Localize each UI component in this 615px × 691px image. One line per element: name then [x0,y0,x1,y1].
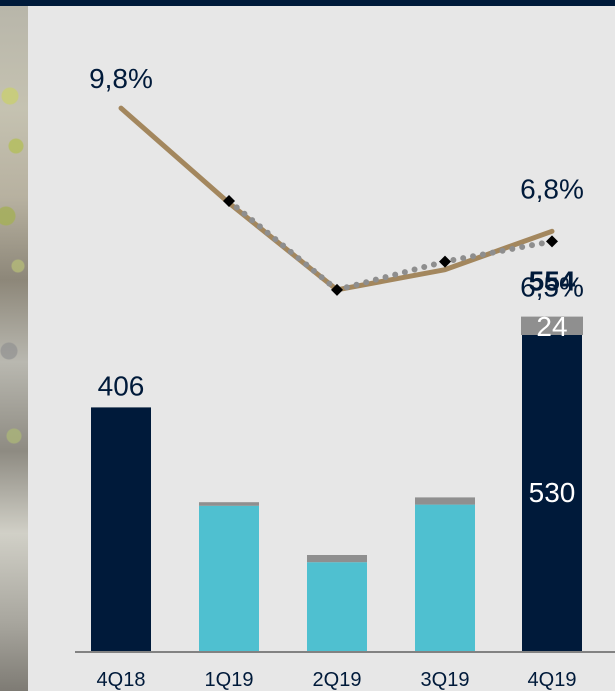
total-label-4q19: 554 [529,266,576,297]
line-label-4q19-1: 6,8% [520,173,584,204]
bar-3q19-1 [415,504,475,651]
series-line-dotted [226,198,555,293]
x-tick-label-2q19: 2Q19 [313,669,362,691]
bar-1q19-1 [199,505,259,651]
line-marker-4q19 [546,235,558,248]
series-line-solid [118,105,555,293]
left-photo-strip [0,6,28,691]
line-marker-1q19 [223,195,235,208]
component-label-4q19-2: 24 [536,311,567,342]
x-tick-label-4q19: 4Q19 [528,669,577,691]
bar-4q18-0 [91,407,151,651]
bar-label-4q18: 406 [98,370,145,401]
component-label-4q19-0: 530 [529,477,576,508]
x-tick-label-4q18: 4Q18 [97,669,146,691]
bar-4q19-0 [522,333,582,651]
bar-3q19-2 [415,497,475,505]
component-box-4q19-2 [521,316,583,335]
x-tick-label-3q19: 3Q19 [421,669,470,691]
bar-1q19-2 [199,502,259,506]
line-label-4q19-2: 6,5% [520,271,584,302]
line-marker-3q19 [439,255,451,268]
bar-2q19-1 [307,562,367,651]
top-bar [0,0,615,6]
x-tick-label-1q19: 1Q19 [205,669,254,691]
bar-2q19-2 [307,555,367,563]
line-marker-2q19 [331,283,343,296]
line-label-4q18-0: 9,8% [89,63,153,94]
